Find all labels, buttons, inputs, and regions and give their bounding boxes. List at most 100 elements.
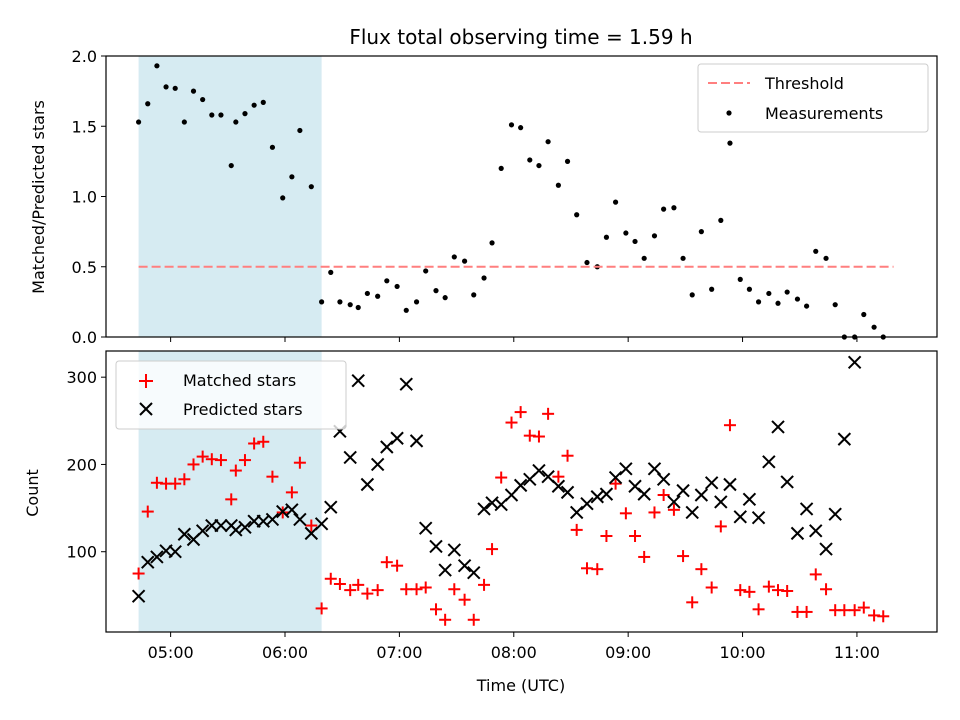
measurement-point xyxy=(228,162,234,169)
matched-star-marker xyxy=(648,506,661,519)
measurement-point xyxy=(794,296,801,302)
predicted-star-marker xyxy=(229,523,243,537)
measurement-point xyxy=(154,63,160,69)
matched-star-marker xyxy=(552,470,565,483)
x-tick-label: 05:00 xyxy=(148,643,194,662)
y-tick-label: 200 xyxy=(66,455,97,474)
matched-star-marker xyxy=(820,583,833,596)
measurement-point xyxy=(508,122,515,128)
predicted-star-marker xyxy=(141,555,155,569)
measurement-point xyxy=(832,302,838,308)
x-tick-label: 09:00 xyxy=(605,643,651,662)
predicted-star-marker xyxy=(370,457,385,472)
measurement-point xyxy=(403,307,409,313)
predicted-star-marker xyxy=(265,512,280,527)
top-legend: Threshold Measurements xyxy=(697,63,929,133)
y-tick-label: 0.5 xyxy=(72,258,97,277)
matched-star-marker xyxy=(848,604,861,617)
predicted-star-marker xyxy=(214,518,228,533)
top-y-axis-label: Matched/Predicted stars xyxy=(29,100,48,294)
measurement-point xyxy=(632,238,638,245)
measurement-point xyxy=(623,230,629,236)
measurement-point xyxy=(489,240,495,246)
measurement-point xyxy=(200,96,206,103)
bottom-legend: Matched stars Predicted stars xyxy=(115,360,347,430)
matched-star-marker xyxy=(619,507,632,520)
measurement-point xyxy=(603,234,610,240)
matched-star-marker xyxy=(495,471,508,484)
y-tick-label: 2.0 xyxy=(72,47,97,66)
predicted-star-marker xyxy=(195,524,210,538)
measurement-point xyxy=(375,293,381,299)
measurement-point xyxy=(784,289,790,295)
matched-star-marker xyxy=(371,584,384,597)
legend-threshold-label: Threshold xyxy=(764,74,844,93)
predicted-star-marker xyxy=(704,476,719,490)
top-legend-frame xyxy=(697,63,929,133)
matched-star-marker xyxy=(229,464,242,477)
matched-star-marker xyxy=(410,583,423,596)
measurement-point xyxy=(775,300,781,306)
matched-star-marker xyxy=(391,559,404,572)
measurement-point xyxy=(163,84,169,90)
measurement-point xyxy=(527,157,533,163)
matched-star-marker xyxy=(591,563,604,576)
matched-star-marker xyxy=(324,572,337,585)
matched-star-marker xyxy=(695,563,708,576)
matched-star-marker xyxy=(214,454,227,467)
matched-star-marker xyxy=(505,416,518,429)
predicted-star-marker xyxy=(409,434,424,448)
matched-star-marker xyxy=(238,454,251,467)
top-x-ticks xyxy=(170,337,858,342)
predicted-star-marker xyxy=(809,524,823,538)
matched-star-marker xyxy=(478,578,491,591)
measurement-point xyxy=(218,112,224,118)
predicted-star-marker xyxy=(714,495,728,509)
predicted-star-marker xyxy=(285,503,299,517)
measurement-point xyxy=(181,119,187,125)
measurement-point xyxy=(574,212,580,218)
matched-star-marker xyxy=(686,596,699,609)
measurement-point xyxy=(689,292,695,298)
measurement-point xyxy=(172,85,178,91)
legend-measurements-label: Measurements xyxy=(765,104,883,123)
predicted-star-marker xyxy=(390,431,404,445)
matched-star-marker xyxy=(458,593,471,606)
matched-star-marker xyxy=(266,470,279,483)
bottom-x-ticks: 05:00 06:00 07:00 08:00 09:00 10:00 11:00 xyxy=(148,632,880,662)
matched-star-marker xyxy=(285,486,298,499)
measurement-point xyxy=(328,269,334,275)
matched-star-marker xyxy=(467,613,480,626)
matched-star-marker xyxy=(657,488,670,501)
measurement-point xyxy=(269,144,276,150)
measurement-point xyxy=(364,290,370,297)
x-tick-label: 08:00 xyxy=(491,643,537,662)
matched-star-marker xyxy=(225,493,238,506)
predicted-star-marker xyxy=(177,527,192,541)
predicted-star-marker xyxy=(733,510,747,524)
predicted-star-marker xyxy=(314,517,329,531)
legend-matched-swatch xyxy=(139,374,153,388)
predicted-star-marker xyxy=(780,475,794,489)
measurement-point xyxy=(233,119,239,125)
matched-star-marker xyxy=(352,578,365,591)
measurement-point xyxy=(641,255,647,261)
bottom-data-marks xyxy=(131,355,890,626)
predicted-star-marker xyxy=(637,487,651,501)
measurement-point xyxy=(680,255,686,261)
predicted-star-marker xyxy=(293,512,307,527)
matched-star-marker xyxy=(132,567,145,580)
x-axis-label: Time (UTC) xyxy=(476,676,565,695)
measurement-point xyxy=(651,233,658,239)
measurement-point xyxy=(737,276,743,282)
measurement-point xyxy=(555,182,561,188)
measurement-point xyxy=(442,295,448,301)
measurement-point xyxy=(260,99,266,105)
measurement-point xyxy=(280,195,286,201)
predicted-star-marker xyxy=(837,432,852,446)
predicted-star-marker xyxy=(532,463,546,478)
predicted-star-marker xyxy=(723,477,737,492)
y-tick-label: 1.5 xyxy=(72,117,97,136)
bottom-legend-frame xyxy=(115,360,347,430)
measurement-point xyxy=(190,88,197,94)
